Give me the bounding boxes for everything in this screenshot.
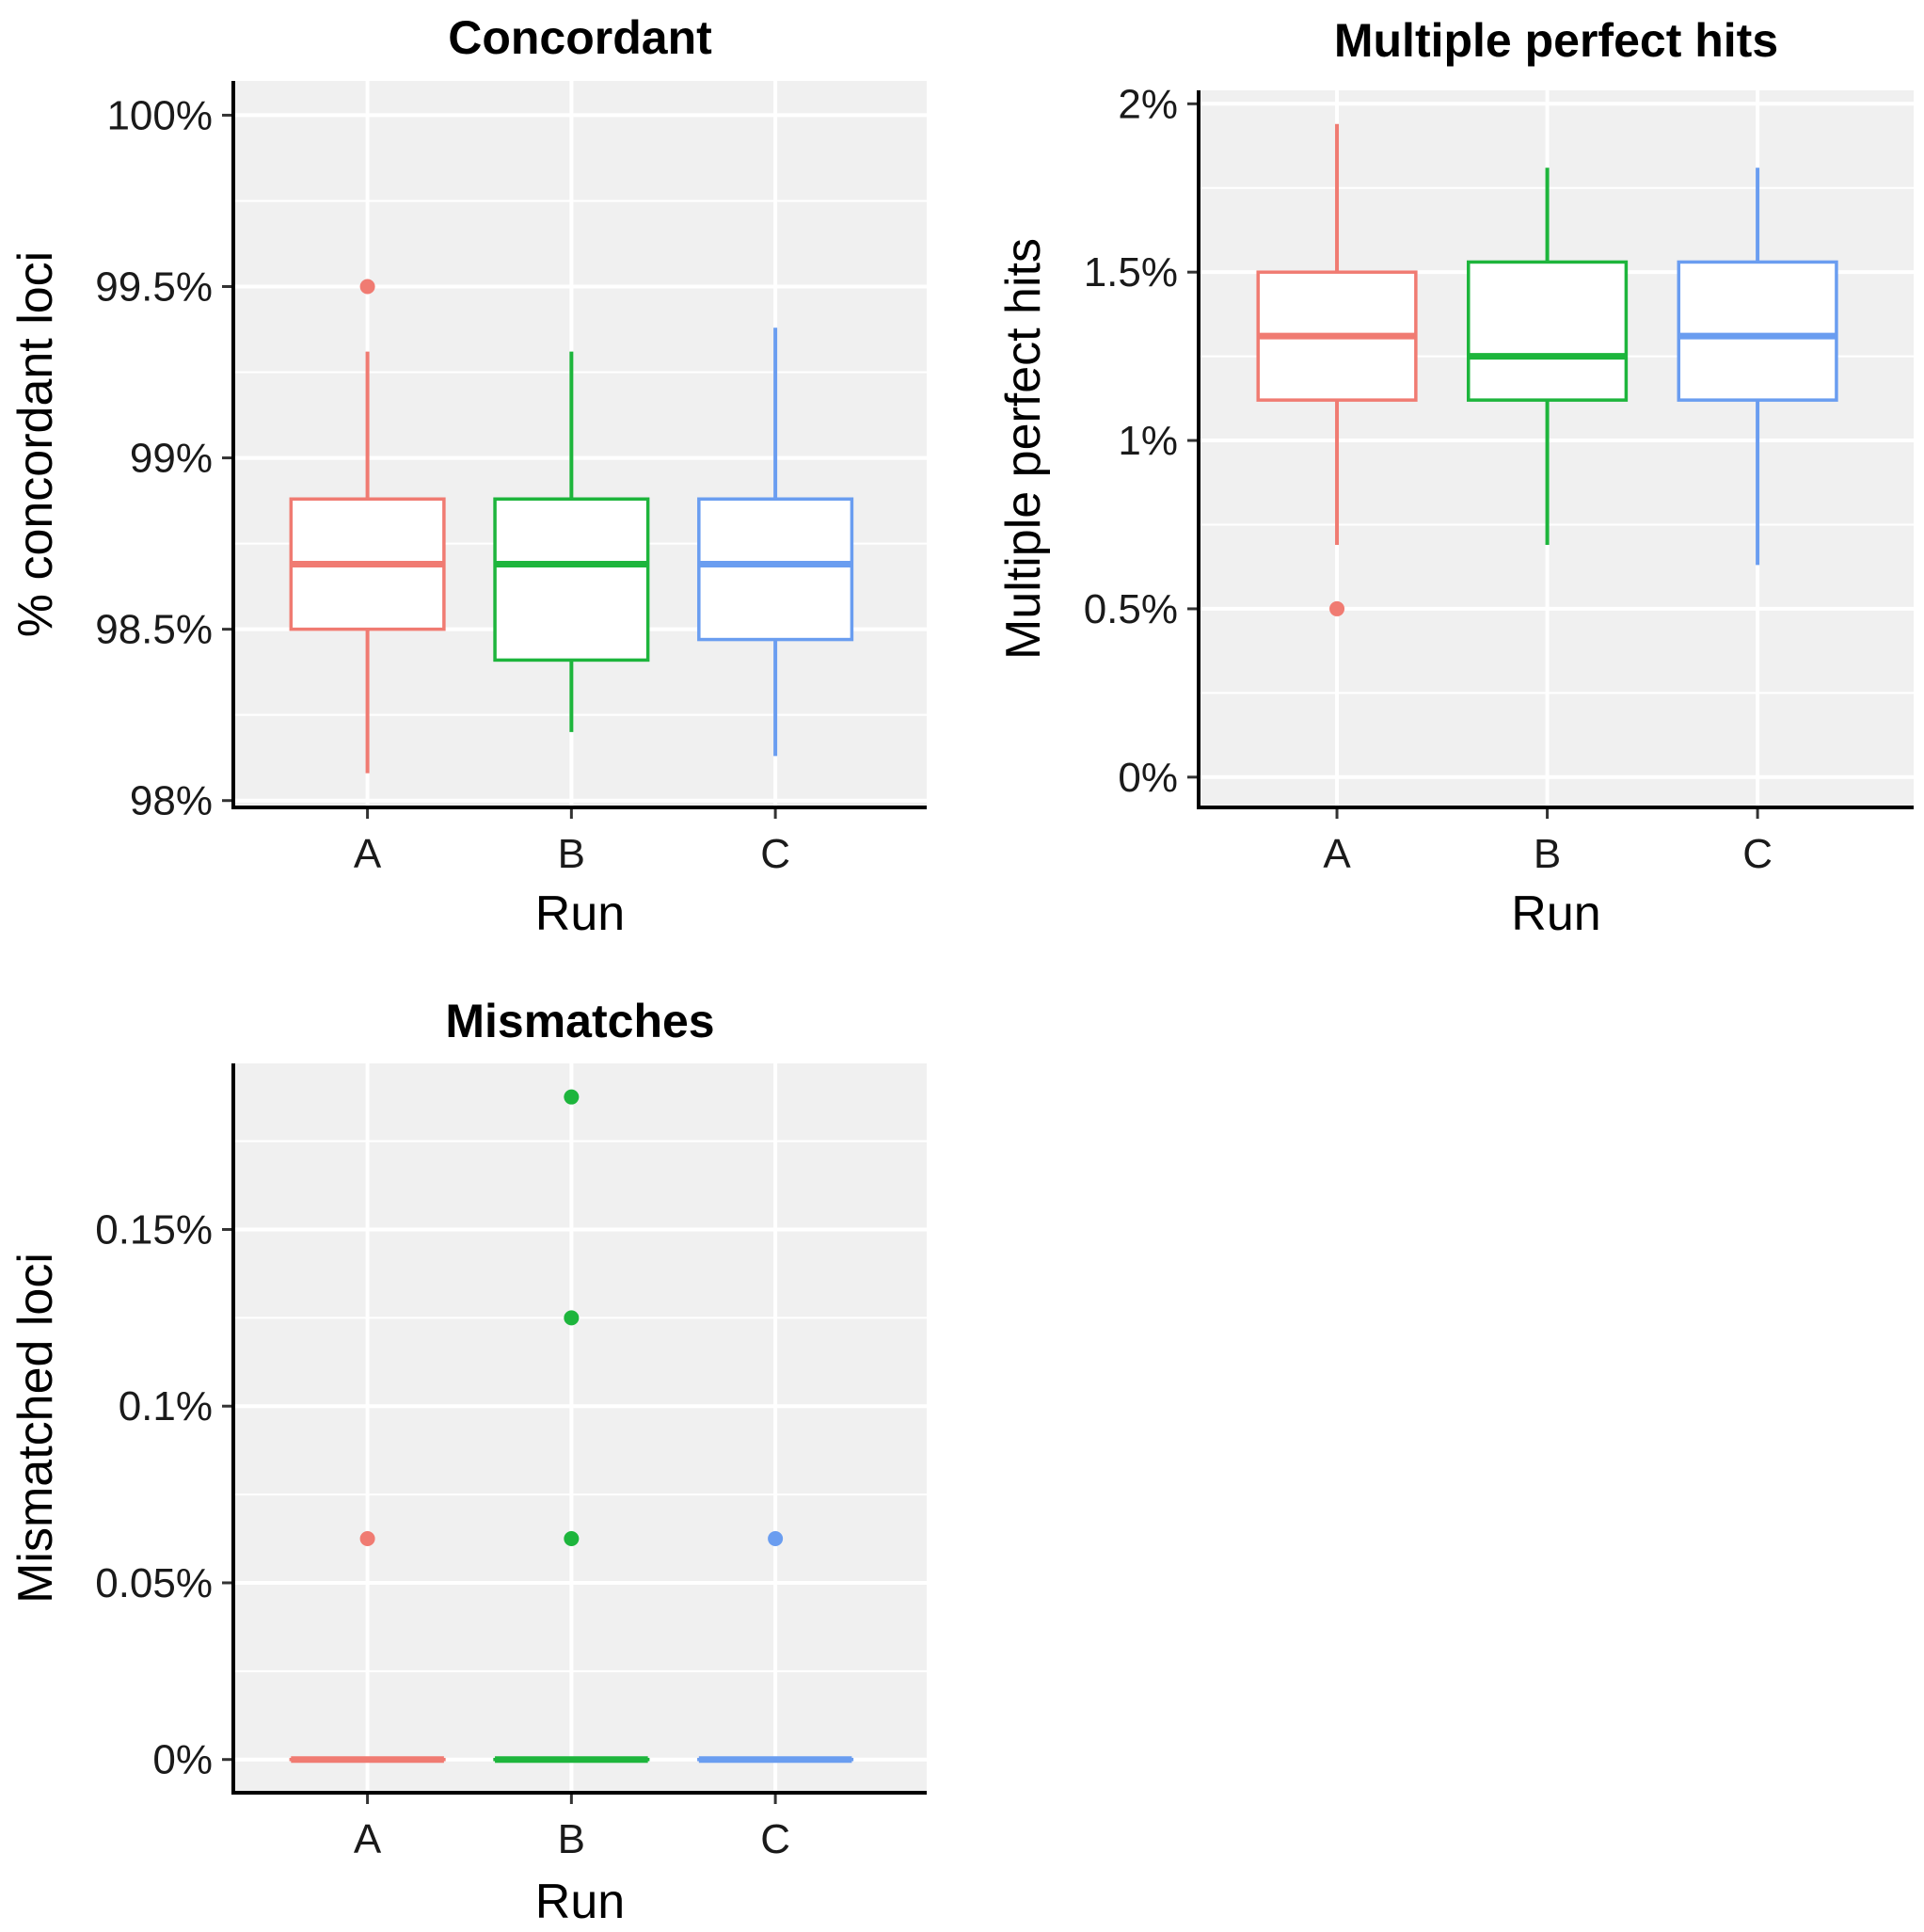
x-tick-label: B (1534, 831, 1561, 877)
y-tick-label: 98% (130, 778, 213, 824)
y-tick-labels: 98% 98.5% 99% 99.5% 100% (95, 92, 213, 823)
outlier-point (768, 1531, 784, 1547)
box-body (1677, 260, 1838, 402)
chart-title: Concordant (448, 11, 712, 64)
x-axis-title: Run (535, 886, 625, 941)
y-tick-labels: 0% 0.05% 0.1% 0.15% (95, 1206, 213, 1782)
chart-title: Mismatches (445, 995, 714, 1047)
panel-background (233, 81, 927, 807)
y-tick-label: 0% (152, 1737, 213, 1783)
axis-lines (222, 1063, 927, 1804)
x-tick-label: A (1323, 831, 1351, 877)
outlier-point (564, 1531, 580, 1547)
y-tick-label: 0.5% (1084, 586, 1178, 632)
y-axis-title: Multiple perfect hits (996, 238, 1051, 660)
y-tick-label: 99.5% (95, 263, 213, 310)
x-tick-labels: A B C (354, 1816, 790, 1862)
box-marks (1256, 123, 1838, 616)
x-tick-label: B (558, 1816, 585, 1862)
box-body (697, 497, 854, 642)
chart-title: Multiple perfect hits (1334, 14, 1778, 67)
box-marks (289, 1089, 854, 1764)
outlier-point (1329, 600, 1345, 616)
outlier-point (359, 1531, 375, 1547)
x-tick-labels: A B C (354, 831, 790, 877)
panel-background (1199, 90, 1914, 807)
panel-background (233, 1063, 927, 1793)
x-tick-label: A (354, 1816, 382, 1862)
x-tick-label: C (760, 831, 790, 877)
y-tick-label: 0.05% (95, 1560, 213, 1606)
axis-lines (222, 81, 927, 819)
y-tick-label: 100% (106, 92, 213, 138)
x-tick-label: C (1742, 831, 1773, 877)
y-tick-labels: 0% 0.5% 1% 1.5% 2% (1084, 81, 1178, 800)
y-tick-label: 98.5% (95, 607, 213, 653)
panel-mismatches: 0% 0.05% 0.1% 0.15% A B C Mismatches Run Mism… (8, 995, 927, 1929)
x-axis-title: Run (535, 1875, 625, 1929)
y-tick-label: 0.15% (95, 1206, 213, 1253)
y-tick-label: 2% (1118, 81, 1178, 127)
y-tick-label: 99% (130, 436, 213, 482)
outlier-point (564, 1310, 580, 1326)
x-tick-label: C (760, 1816, 790, 1862)
box-body (493, 497, 650, 663)
axis-lines (1187, 90, 1914, 819)
y-tick-label: 1% (1118, 418, 1178, 464)
x-axis-title: Run (1511, 886, 1600, 941)
x-tick-label: B (558, 831, 585, 877)
x-tick-label: A (354, 831, 382, 877)
y-tick-label: 1.5% (1084, 249, 1178, 295)
box-marks (289, 279, 854, 774)
y-tick-label: 0% (1118, 755, 1178, 801)
y-axis-title: % concordant loci (8, 251, 63, 637)
box-body (1466, 260, 1629, 402)
y-tick-label: 0.1% (119, 1383, 213, 1429)
outlier-point (564, 1089, 580, 1105)
x-tick-labels: A B C (1323, 831, 1773, 877)
y-axis-title: Mismatched loci (8, 1253, 63, 1604)
panel-multiple-perfect-hits: 0% 0.5% 1% 1.5% 2% A B C Multiple perfect hits… (996, 14, 1914, 941)
outlier-point (359, 279, 375, 295)
